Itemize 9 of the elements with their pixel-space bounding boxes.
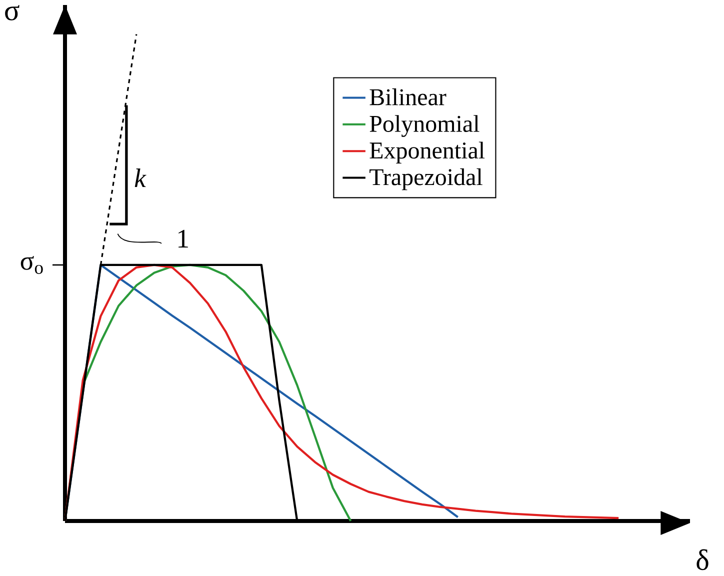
legend-label: Trapezoidal	[370, 168, 482, 190]
annotation: k	[134, 168, 146, 188]
legend-label: Polynomial	[370, 115, 480, 137]
legend-label: Exponential	[370, 142, 485, 164]
y-axis-title: σ	[5, 5, 20, 20]
x-axis-title: δ	[696, 549, 708, 570]
text: σ$_{o}$	[20, 256, 43, 274]
legend-label: Bilinear	[370, 88, 446, 106]
annotation: 1	[178, 230, 188, 248]
